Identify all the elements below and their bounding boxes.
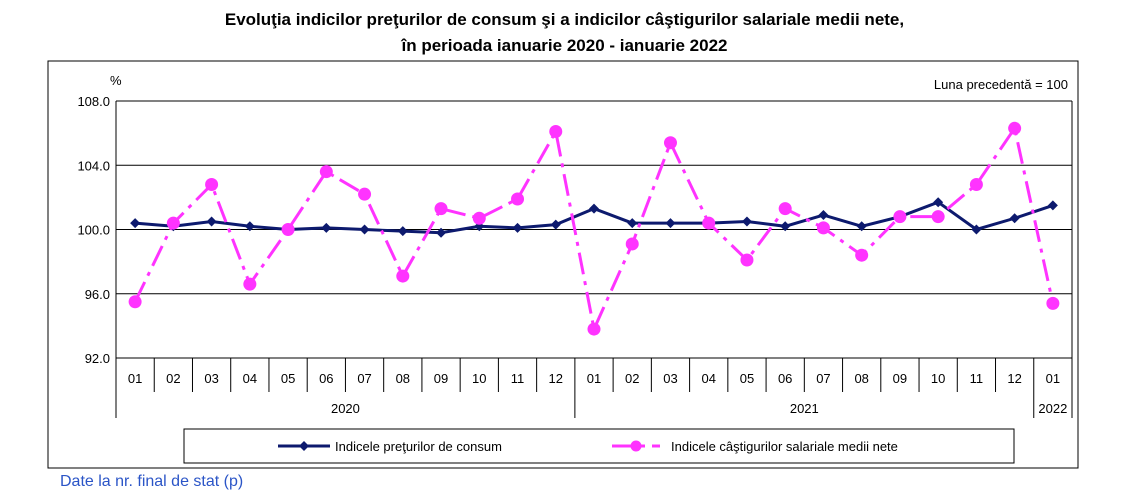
cpi-point [1047,200,1058,211]
wage-point [625,237,639,251]
series-layer [128,121,1060,336]
cpi-point [550,219,561,230]
cpi-point [397,226,408,237]
y-tick-label: 96.0 [85,287,110,302]
x-tick-label: 01 [1046,371,1060,386]
y-tick-label: 108.0 [77,94,110,109]
wage-point [893,210,907,224]
x-tick-label: 12 [549,371,563,386]
wage-point [511,192,525,206]
year-label: 2020 [331,401,360,416]
wage-point [128,295,142,309]
wage-point [319,165,333,179]
x-tick-label: 06 [319,371,333,386]
legend-cpi-label: Indicele preţurilor de consum [335,439,502,454]
x-tick-label: 02 [625,371,639,386]
wage-point [1008,121,1022,135]
chart-frame [47,60,1079,469]
wage-point [855,248,869,262]
x-tick-label: 04 [701,371,715,386]
chart-title-line-2: în perioada ianuarie 2020 - ianuarie 202… [401,36,728,55]
legend-wage-label: Indicele câştigurilor salariale medii ne… [671,439,898,454]
wage-point [281,223,295,236]
wage-point [549,125,563,139]
x-tick-label: 05 [740,371,754,386]
x-tick-label: 09 [893,371,907,386]
x-tick-label: 03 [663,371,677,386]
wage-point [816,221,830,235]
wage-point [396,269,410,283]
x-tick-label: 06 [778,371,792,386]
legend-cpi-marker [299,441,309,451]
legend: Indicele preţurilor de consum Indicele câ… [183,428,1015,464]
x-tick-label: 03 [204,371,218,386]
cpi-point [818,210,829,221]
legend-wage-marker [630,440,642,452]
cpi-point [321,222,332,233]
cpi-point [665,218,676,229]
x-tick-label: 07 [357,371,371,386]
cpi-point [512,222,523,233]
cpi-point [130,218,141,229]
x-tick-label: 11 [970,371,984,386]
wage-point [702,216,716,230]
cpi-point [971,224,982,235]
cpi-point [856,221,867,232]
cpi-point [780,221,791,232]
y-tick-label: 104.0 [77,158,110,173]
x-tick-label: 01 [128,371,142,386]
wage-point [243,277,257,291]
wage-point [1046,296,1060,310]
wage-point [931,210,945,224]
x-tick-label: 02 [166,371,180,386]
wage-point [778,202,792,216]
x-tick-label: 10 [472,371,486,386]
axis-layer: 92.0 96.0 100.0 104.0 108.0 01 02 03 04 05 06 07 08 0… [77,94,1073,418]
wage-point [472,211,486,225]
wage-point [587,322,601,336]
wage-point [434,202,448,216]
y-tick-label: 92.0 [85,351,110,366]
cpi-point [627,218,638,229]
x-tick-label: 01 [587,371,601,386]
x-tick-label: 10 [931,371,945,386]
year-label: 2021 [790,401,819,416]
x-tick-label: 04 [243,371,257,386]
x-tick-label: 05 [281,371,295,386]
y-tick-label: 100.0 [77,223,110,238]
x-tick-label: 12 [1007,371,1021,386]
x-tick-label: 07 [816,371,830,386]
wage-point [205,178,219,192]
wage-point [166,216,180,230]
wage-point [663,136,677,150]
wage-point [358,187,372,201]
x-tick-label: 08 [396,371,410,386]
cpi-point [359,224,370,235]
cpi-point [1009,213,1020,224]
base-note: Luna precedentă = 100 [934,77,1068,92]
x-tick-label: 08 [854,371,868,386]
chart-title-line-1: Evoluţia indicilor preţurilor de consum … [224,10,905,29]
year-label: 2022 [1038,401,1067,416]
footer-note: Date la nr. final de stat (p) [60,473,244,490]
y-axis-label: % [110,73,122,88]
cpi-point [436,227,447,238]
wage-point [740,253,754,267]
cpi-point [933,197,944,208]
cpi-point [589,203,599,214]
x-tick-label: 11 [511,371,525,386]
cpi-point [741,216,752,227]
x-tick-label: 09 [434,371,448,386]
cpi-point [206,216,217,227]
cpi-point [244,221,255,232]
wage-point [969,178,983,192]
